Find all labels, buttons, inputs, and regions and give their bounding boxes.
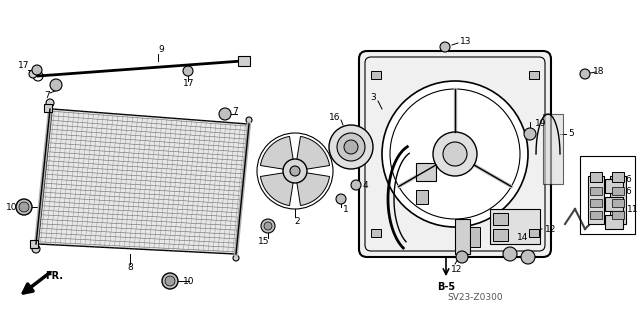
Text: 7: 7 — [232, 108, 237, 116]
Circle shape — [29, 70, 37, 78]
Bar — [493, 213, 508, 225]
Bar — [371, 229, 381, 237]
Text: 13: 13 — [460, 38, 472, 47]
Text: 6: 6 — [625, 188, 631, 197]
Circle shape — [456, 251, 468, 263]
Bar — [612, 172, 624, 182]
Text: 16: 16 — [329, 113, 340, 122]
Bar — [590, 211, 602, 219]
Circle shape — [344, 140, 358, 154]
Text: 15: 15 — [259, 236, 269, 246]
Bar — [588, 176, 604, 224]
Circle shape — [16, 199, 32, 215]
Circle shape — [162, 273, 178, 289]
Text: FR.: FR. — [45, 271, 63, 281]
Circle shape — [261, 219, 275, 233]
Bar — [612, 199, 624, 207]
Text: 17: 17 — [183, 78, 195, 87]
Circle shape — [50, 79, 62, 91]
Circle shape — [382, 81, 528, 227]
Text: 6: 6 — [625, 174, 631, 183]
Circle shape — [264, 222, 272, 230]
Text: 17: 17 — [18, 61, 29, 70]
Text: 12: 12 — [545, 225, 556, 234]
Circle shape — [246, 117, 252, 123]
Circle shape — [351, 180, 361, 190]
Polygon shape — [260, 173, 293, 205]
Text: SV23-Z0300: SV23-Z0300 — [447, 293, 503, 301]
Circle shape — [219, 108, 231, 120]
Circle shape — [580, 69, 590, 79]
Circle shape — [443, 142, 467, 166]
Text: 18: 18 — [593, 68, 605, 77]
Circle shape — [440, 42, 450, 52]
Text: 12: 12 — [451, 264, 462, 273]
Bar — [30, 240, 38, 248]
Bar — [612, 211, 624, 219]
Bar — [470, 227, 480, 247]
Polygon shape — [260, 137, 293, 169]
Text: B-5: B-5 — [437, 282, 455, 292]
Circle shape — [290, 166, 300, 176]
Bar — [610, 176, 626, 224]
Circle shape — [433, 132, 477, 176]
Text: 10: 10 — [6, 203, 17, 211]
Polygon shape — [296, 137, 330, 169]
Bar — [529, 71, 539, 79]
Circle shape — [337, 133, 365, 161]
Bar — [612, 187, 624, 195]
Circle shape — [521, 250, 535, 264]
Text: 9: 9 — [158, 46, 164, 55]
Circle shape — [524, 128, 536, 140]
Circle shape — [46, 99, 54, 107]
Text: 5: 5 — [568, 130, 573, 138]
Bar — [490, 209, 540, 244]
Circle shape — [33, 71, 43, 81]
Circle shape — [233, 255, 239, 261]
Polygon shape — [296, 173, 330, 205]
Bar — [590, 172, 602, 182]
Bar — [590, 199, 602, 207]
Circle shape — [32, 245, 40, 253]
Bar — [455, 219, 470, 254]
Circle shape — [503, 247, 517, 261]
Polygon shape — [38, 109, 248, 254]
Circle shape — [329, 125, 373, 169]
Circle shape — [19, 202, 29, 212]
Text: 19: 19 — [535, 118, 547, 128]
Text: 3: 3 — [370, 93, 376, 101]
Bar — [493, 229, 508, 241]
Bar — [580, 156, 635, 234]
Bar — [416, 163, 436, 181]
Text: 10: 10 — [183, 277, 195, 286]
Bar — [605, 179, 623, 193]
Bar — [590, 187, 602, 195]
Text: 14: 14 — [517, 233, 529, 241]
Text: 8: 8 — [127, 263, 133, 272]
FancyBboxPatch shape — [359, 51, 551, 257]
Text: 1: 1 — [343, 204, 349, 213]
Bar — [529, 229, 539, 237]
Circle shape — [32, 65, 42, 75]
Circle shape — [283, 159, 307, 183]
Bar — [543, 114, 563, 184]
Bar — [605, 215, 623, 229]
Bar — [605, 197, 623, 211]
Text: 7: 7 — [44, 91, 50, 100]
Bar — [44, 104, 52, 112]
Bar — [416, 190, 428, 204]
Circle shape — [504, 223, 516, 235]
Text: 4: 4 — [363, 181, 369, 189]
Circle shape — [183, 66, 193, 76]
Text: 2: 2 — [294, 217, 300, 226]
Bar — [371, 71, 381, 79]
Text: 11: 11 — [627, 204, 639, 213]
Bar — [238, 56, 250, 66]
Circle shape — [336, 194, 346, 204]
Circle shape — [165, 276, 175, 286]
